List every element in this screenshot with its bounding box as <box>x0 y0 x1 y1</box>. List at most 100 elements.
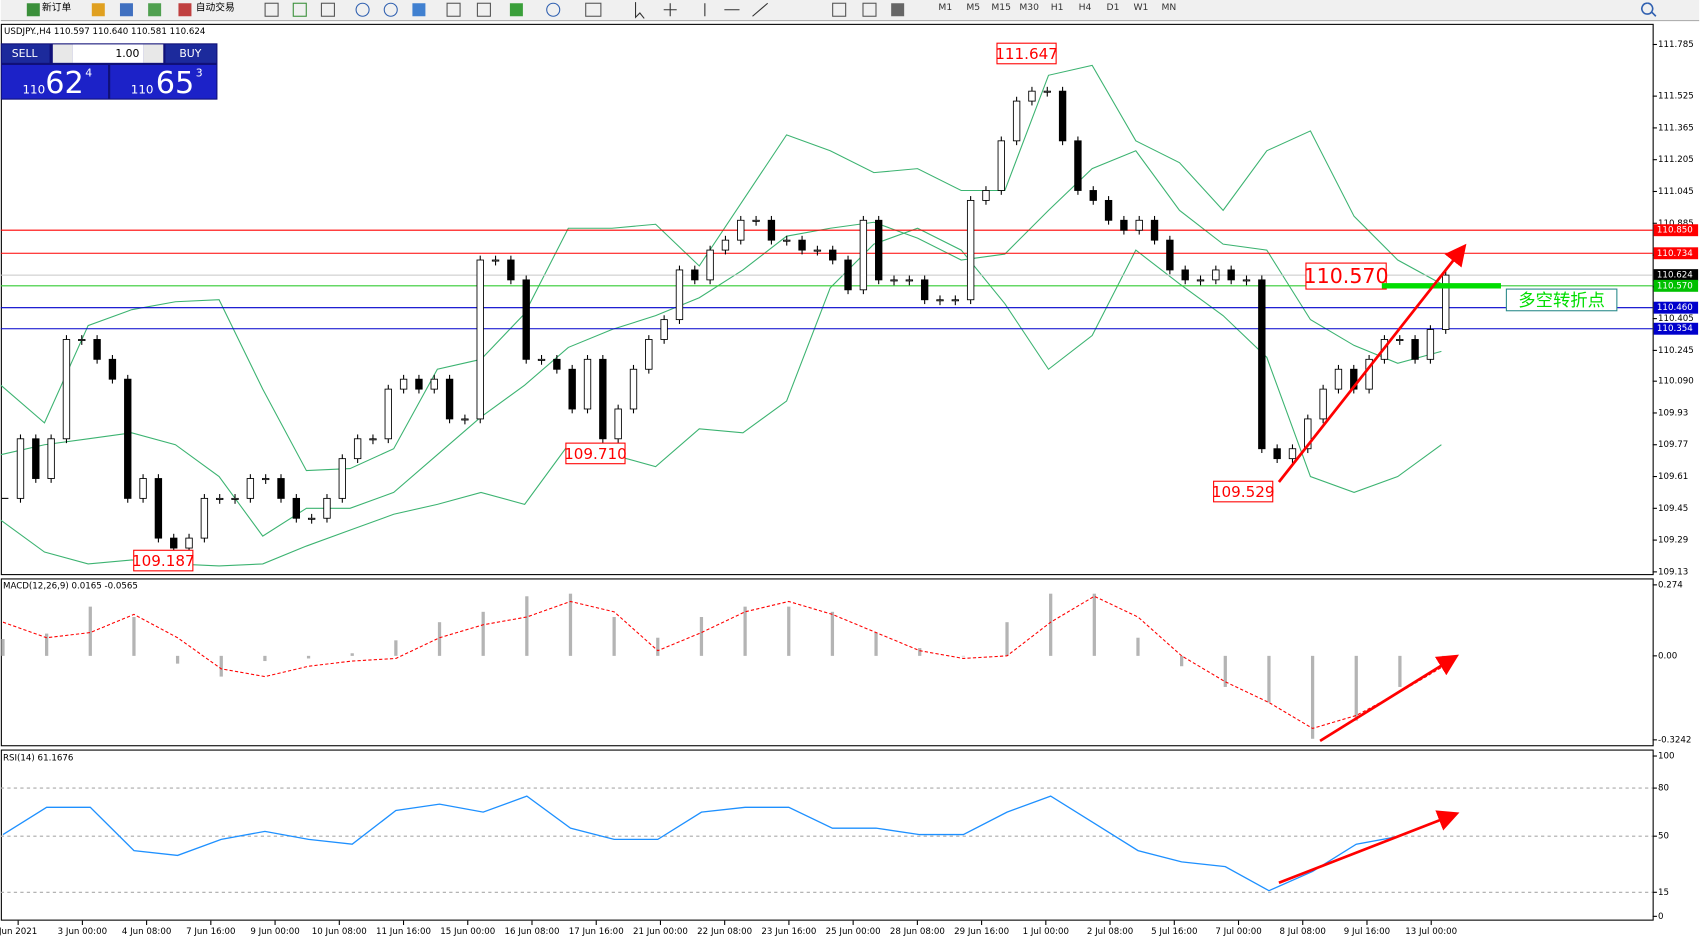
candle <box>629 368 638 410</box>
icon[interactable] <box>178 3 192 17</box>
x-tick-label: 7 Jun 16:00 <box>186 927 235 937</box>
spin-up[interactable] <box>143 44 164 63</box>
candle <box>737 219 745 241</box>
toolbar-button[interactable]: 新订单 <box>42 1 71 14</box>
candle <box>1442 274 1450 330</box>
macd-panel <box>0 578 1654 747</box>
macd-bar <box>263 655 267 662</box>
macd-bar <box>88 606 92 656</box>
candle <box>1196 279 1205 282</box>
icon[interactable] <box>119 3 133 17</box>
price-annotation-box <box>996 42 1057 65</box>
candle <box>1135 219 1143 231</box>
x-tick-label: 5 Jul 16:00 <box>1151 927 1197 937</box>
lots-value[interactable]: 1.00 <box>115 47 139 60</box>
x-tick-label: 17 Jun 16:00 <box>569 927 624 937</box>
candle <box>292 497 301 519</box>
search-icon[interactable] <box>1641 2 1657 17</box>
level-label: 110.570 <box>1657 281 1693 291</box>
price-annotation: 109.710 <box>564 445 627 463</box>
x-tick-label: 29 Jun 16:00 <box>954 927 1009 937</box>
candle <box>261 478 270 481</box>
candle <box>691 269 699 281</box>
icon[interactable] <box>832 2 847 17</box>
candle <box>1212 269 1220 281</box>
trend-arrow <box>1319 654 1459 743</box>
x-tick-label: 11 Jun 16:00 <box>376 927 431 937</box>
x-tick-label: 28 Jun 08:00 <box>890 927 945 937</box>
icon[interactable] <box>264 2 279 17</box>
icon[interactable] <box>476 2 491 17</box>
ask-pips: 65 <box>156 66 195 101</box>
lots-input[interactable] <box>72 44 144 63</box>
timeframe[interactable]: W1 <box>1133 2 1148 13</box>
candle <box>353 438 362 460</box>
macd-bar <box>699 617 704 656</box>
candle <box>875 219 883 281</box>
candle <box>1166 239 1174 271</box>
level-label: 110.850 <box>1657 226 1693 236</box>
ask-point: 3 <box>196 67 203 80</box>
timeframe[interactable]: H4 <box>1079 2 1092 13</box>
y-tick-label: 110.405 <box>1658 314 1694 324</box>
timeframes: M1 M5 M15 M30 H1 H4 D1 W1 MN <box>938 2 1176 13</box>
candle <box>890 279 898 282</box>
candle <box>798 239 806 251</box>
spin-down[interactable] <box>52 44 73 63</box>
timeframe[interactable]: H1 <box>1051 2 1064 13</box>
icon[interactable] <box>383 2 398 17</box>
icon[interactable] <box>862 2 877 17</box>
chart-title: USDJPY.,H4 110.597 110.640 110.581 110.6… <box>4 27 206 37</box>
icon[interactable] <box>292 2 307 17</box>
sell-label[interactable]: SELL <box>12 47 38 60</box>
trade-panel: SELL 1.00 BUY 110 62 4 110 65 3 <box>0 43 218 101</box>
icon[interactable] <box>704 2 769 17</box>
sell-button[interactable] <box>1 44 50 63</box>
icon[interactable] <box>446 2 461 17</box>
icon[interactable] <box>26 3 40 17</box>
timeframe[interactable]: D1 <box>1107 2 1120 13</box>
icon[interactable] <box>509 3 523 17</box>
candle <box>491 259 500 262</box>
timeframe[interactable]: M15 <box>991 2 1011 13</box>
macd-chart: 0.274 0.00 -0.3242 <box>1 580 1691 745</box>
icon[interactable] <box>546 2 561 17</box>
macd-bar <box>743 606 747 656</box>
macd-bar <box>437 622 442 656</box>
icon[interactable] <box>320 2 335 17</box>
candle <box>1181 269 1189 281</box>
timeframe[interactable]: M30 <box>1019 2 1039 13</box>
candle <box>1334 368 1343 390</box>
x-tick-label: 15 Jun 00:00 <box>440 927 495 937</box>
macd-bar <box>1049 593 1053 656</box>
y-tick-label: 50 <box>1658 832 1669 842</box>
timeframe[interactable]: M1 <box>938 2 952 13</box>
x-tick-label: 10 Jun 08:00 <box>312 927 367 937</box>
bid-box[interactable] <box>1 64 109 99</box>
buy-label[interactable]: BUY <box>179 47 201 60</box>
icon[interactable] <box>585 2 602 17</box>
candle <box>829 249 837 261</box>
icon[interactable] <box>663 3 677 17</box>
buy-button[interactable] <box>165 44 217 63</box>
icon[interactable] <box>91 3 105 17</box>
toolbar-button[interactable]: 自动交易 <box>196 1 235 14</box>
icon[interactable] <box>412 3 426 17</box>
icon[interactable] <box>634 2 645 19</box>
candle <box>185 537 193 549</box>
candle <box>1304 418 1312 450</box>
candle <box>813 249 822 252</box>
ask-box[interactable] <box>110 64 217 99</box>
candle <box>783 239 791 242</box>
candle <box>982 190 990 201</box>
macd-bar <box>132 617 136 656</box>
icon[interactable] <box>148 3 162 17</box>
candle <box>246 478 255 499</box>
candle <box>583 358 592 410</box>
timeframe[interactable]: M5 <box>966 2 980 13</box>
candle <box>32 438 40 479</box>
icon[interactable] <box>355 2 370 17</box>
candle <box>461 418 469 421</box>
icon[interactable] <box>891 3 905 17</box>
timeframe[interactable]: MN <box>1161 2 1176 13</box>
